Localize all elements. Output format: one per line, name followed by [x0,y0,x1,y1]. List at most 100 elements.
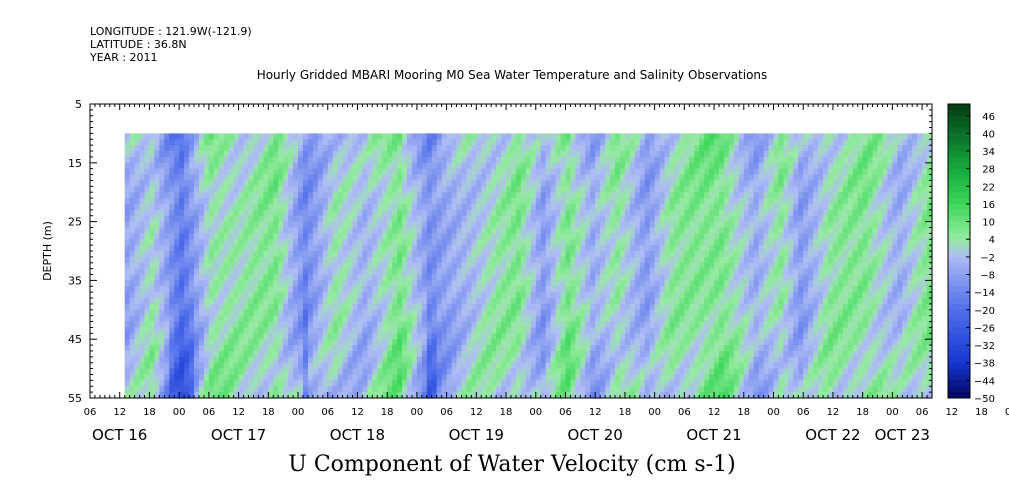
heatmap-cell [243,233,250,240]
heatmap-cell [501,386,507,393]
heatmap-cell [520,362,527,370]
heatmap-cell [416,368,423,376]
heatmap-cell [520,192,527,199]
heatmap-cell [283,133,289,140]
heatmap-cell [248,350,255,358]
heatmap-cell [307,180,314,187]
heatmap-cell [426,292,433,299]
heatmap-cell [387,227,393,234]
heatmap-cell [476,356,482,364]
heatmap-cell [560,292,567,299]
heatmap-cell [357,174,364,182]
heatmap-cell [392,292,398,299]
heatmap-cell [416,333,423,340]
heatmap-cell [258,174,264,182]
heatmap-cell [302,280,309,287]
heatmap-cell [352,303,359,311]
heatmap-cell [605,192,611,199]
heatmap-cell [545,198,552,205]
heatmap-cell [184,245,190,252]
heatmap-cell [456,133,463,140]
heatmap-cell [263,168,269,176]
heatmap-cell [124,168,131,176]
heatmap-cell [461,156,468,164]
heatmap-cell [570,192,576,199]
heatmap-cell [466,315,472,323]
heatmap-cell [441,156,448,164]
heatmap-cell [644,374,651,381]
heatmap-cell [283,339,289,346]
heatmap-cell [461,245,468,252]
heatmap-cell [600,233,606,240]
heatmap-cell [134,392,141,399]
heatmap-cell [491,368,497,376]
heatmap-cell [515,333,522,340]
heatmap-cell [288,256,294,264]
heatmap-cell [352,251,359,258]
heatmap-cell [382,303,388,311]
heatmap-cell [144,374,151,381]
heatmap-cell [139,268,146,276]
heatmap-cell [406,268,413,276]
heatmap-cell [352,333,359,340]
heatmap-cell [406,262,413,270]
heatmap-cell [644,251,651,258]
heatmap-cell [164,180,170,187]
heatmap-cell [198,268,205,276]
heatmap-cell [446,145,453,152]
heatmap-cell [644,333,651,340]
heatmap-cell [367,356,373,364]
heatmap-cell [664,262,671,270]
heatmap-cell [129,256,136,264]
heatmap-cell [585,292,591,299]
heatmap-cell [189,309,195,317]
heatmap-cell [481,327,487,334]
heatmap-cell [298,251,304,258]
heatmap-cell [461,274,468,281]
heatmap-cell [550,286,557,293]
heatmap-cell [595,168,601,176]
heatmap-cell [273,174,279,182]
heatmap-cell [659,227,666,234]
heatmap-cell [184,298,190,305]
heatmap-cell [164,151,170,158]
heatmap-cell [535,356,542,364]
heatmap-cell [476,286,482,293]
heatmap-cell [253,156,259,164]
heatmap-cell [610,274,616,281]
heatmap-cell [540,239,547,246]
heatmap-cell [273,333,279,340]
heatmap-cell [664,203,671,211]
heatmap-cell [243,198,250,205]
heatmap-cell [595,350,601,358]
heatmap-cell [520,374,527,381]
heatmap-cell [149,245,155,252]
heatmap-cell [312,374,319,381]
heatmap-cell [580,327,586,334]
heatmap-cell [535,145,542,152]
heatmap-cell [372,215,378,223]
heatmap-cell [466,227,472,234]
heatmap-cell [392,368,398,376]
heatmap-cell [471,227,477,234]
heatmap-cell [515,239,522,246]
heatmap-cell [248,298,255,305]
heatmap-cell [144,368,151,376]
heatmap-cell [159,198,165,205]
heatmap-cell [525,309,532,317]
heatmap-cell [446,156,453,164]
heatmap-cell [441,392,448,399]
heatmap-cell [619,345,626,352]
heatmap-cell [590,256,596,264]
heatmap-cell [377,362,383,370]
heatmap-cell [560,227,567,234]
heatmap-cell [243,356,250,364]
heatmap-cell [570,180,576,187]
heatmap-cell [307,174,314,182]
heatmap-cell [659,333,666,340]
heatmap-cell [332,239,339,246]
heatmap-cell [253,239,259,246]
heatmap-cell [520,145,527,152]
heatmap-cell [610,239,616,246]
heatmap-cell [446,198,453,205]
